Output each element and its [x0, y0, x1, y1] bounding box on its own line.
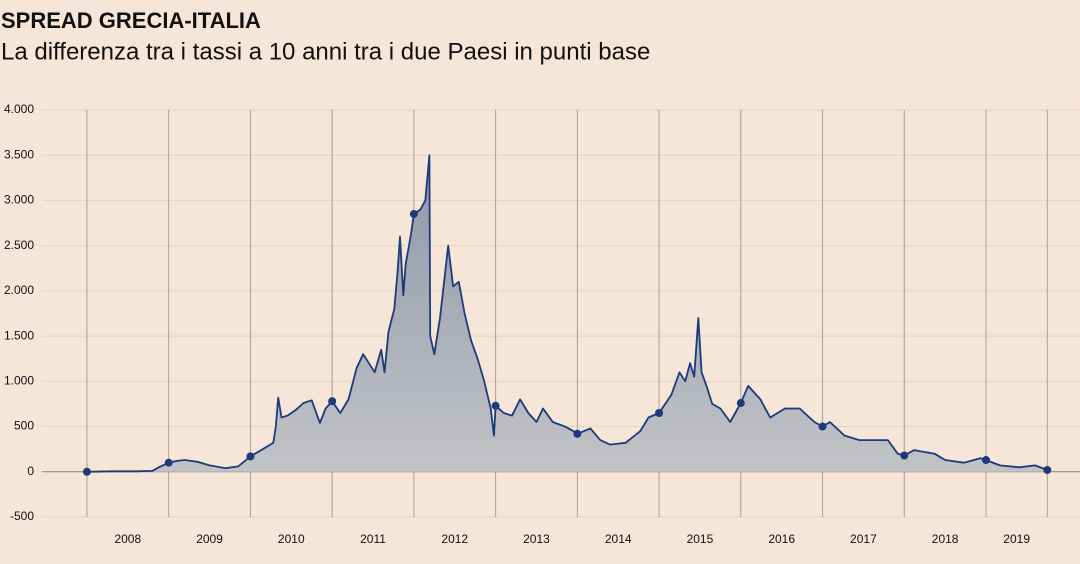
y-tick-label: 4.000 — [4, 102, 34, 116]
chart-title: SPREAD GRECIA-ITALIA — [1, 8, 261, 33]
x-tick-label: 2009 — [196, 532, 223, 546]
marker — [818, 422, 827, 431]
marker — [1043, 465, 1052, 474]
x-tick-label: 2010 — [278, 532, 305, 546]
y-tick-label: 2.000 — [4, 283, 34, 297]
x-tick-label: 2014 — [605, 532, 632, 546]
x-tick-label: 2016 — [768, 532, 795, 546]
x-tick-label: 2017 — [850, 532, 877, 546]
x-tick-label: 2018 — [932, 532, 959, 546]
y-tick-label: 1.000 — [4, 374, 34, 388]
area — [87, 155, 1048, 472]
marker — [246, 452, 255, 461]
x-tick-label: 2019 — [1003, 532, 1030, 546]
y-tick-label: 500 — [14, 419, 34, 433]
marker — [573, 429, 582, 438]
y-tick-label: 1.500 — [4, 328, 34, 342]
chart-subtitle: La differenza tra i tassi a 10 anni tra … — [1, 38, 650, 65]
marker — [82, 467, 91, 476]
labels: -500 0 500 1.000 1.500 2.000 2.500 3.000 3.500 4.… — [4, 102, 1030, 546]
y-tick-label: -500 — [10, 509, 34, 523]
line — [86, 154, 1048, 473]
marker — [655, 408, 664, 417]
x-tick-label: 2012 — [441, 532, 468, 546]
x-tick-label: 2008 — [114, 532, 141, 546]
x-tick-label: 2011 — [360, 532, 386, 546]
y-tick-label: 3.500 — [4, 147, 34, 161]
y-tick-label: 2.500 — [4, 238, 34, 252]
marker — [900, 451, 909, 460]
y-tick-label: 3.000 — [4, 193, 34, 207]
marker — [982, 456, 991, 465]
x-tick-label: 2015 — [687, 532, 714, 546]
y-tick-label: 0 — [27, 464, 34, 478]
marker — [164, 458, 173, 467]
marker — [736, 399, 745, 408]
plot — [82, 154, 1052, 476]
marker — [328, 397, 337, 406]
marker — [409, 210, 418, 219]
x-tick-label: 2013 — [523, 532, 550, 546]
marker — [491, 401, 500, 410]
